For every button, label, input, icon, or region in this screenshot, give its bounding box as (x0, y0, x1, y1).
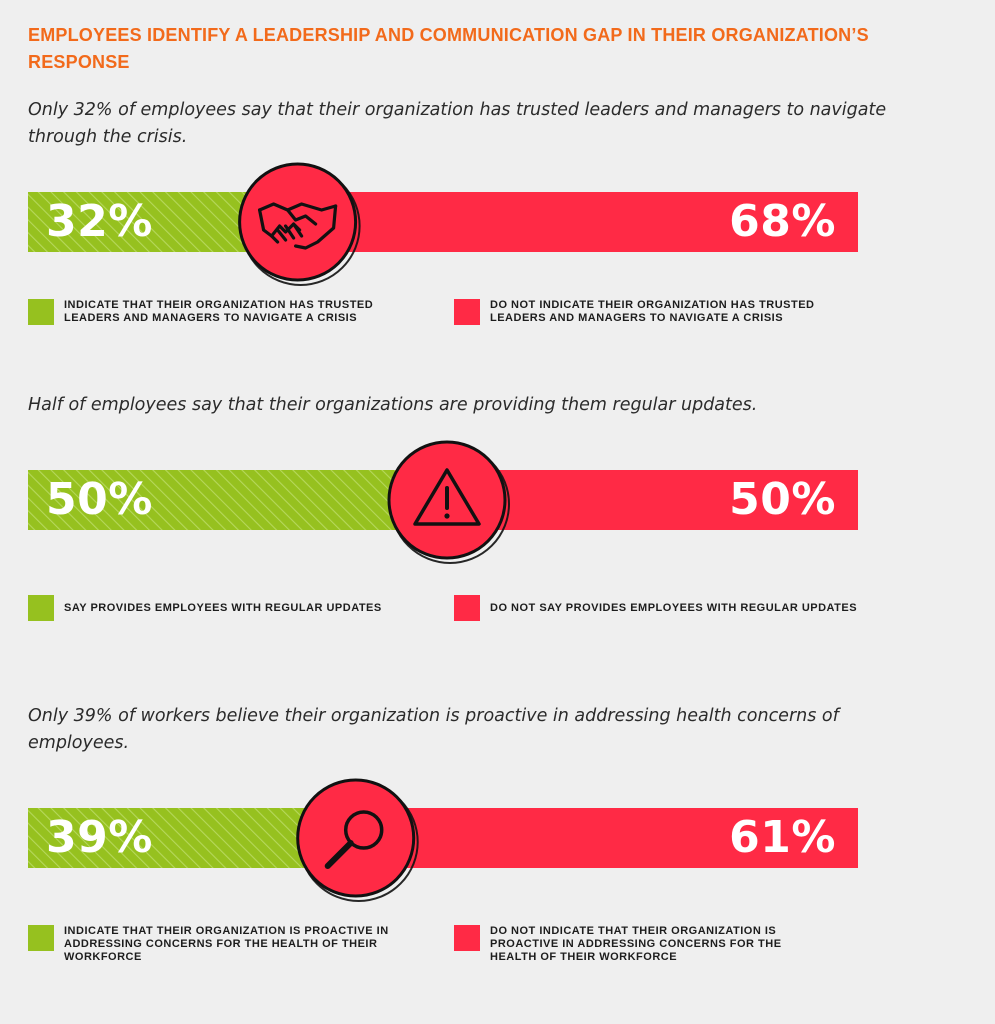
legend-label: DO NOT INDICATE THAT THEIR ORGANIZATION … (490, 925, 782, 963)
icon-badge (238, 162, 361, 286)
legend-swatch-red (454, 299, 480, 325)
bar-segment-green (28, 470, 443, 530)
stacked-bar: 50% 50% (28, 440, 858, 564)
chart-subtitle: Only 39% of workers believe their organi… (28, 706, 839, 753)
legend-item-red: DO NOT SAY PROVIDES EMPLOYEES WITH REGUL… (454, 595, 894, 621)
chart-subtitle: Only 32% of employees say that their org… (28, 100, 887, 147)
legend-label: DO NOT INDICATE THEIR ORGANIZATION HAS T… (490, 299, 815, 324)
legend-label: DO NOT SAY PROVIDES EMPLOYEES WITH REGUL… (490, 601, 858, 614)
legend-swatch-green (28, 595, 54, 621)
legend-item-green: SAY PROVIDES EMPLOYEES WITH REGULAR UPDA… (28, 595, 438, 621)
legend: SAY PROVIDES EMPLOYEES WITH REGULAR UPDA… (0, 595, 995, 655)
legend-label: SAY PROVIDES EMPLOYEES WITH REGULAR UPDA… (64, 601, 382, 614)
bar-label-right: 68% (729, 196, 836, 247)
legend-swatch-green (28, 925, 54, 951)
handshake-icon (258, 202, 338, 250)
stacked-bar: 32% 68% (28, 162, 858, 286)
legend-item-green: INDICATE THAT THEIR ORGANIZATION HAS TRU… (28, 299, 428, 325)
stacked-bar-graphic (28, 440, 858, 564)
stacked-bar-graphic (28, 162, 858, 286)
page-title: EMPLOYEES IDENTIFY A LEADERSHIP AND COMM… (28, 25, 869, 72)
legend-item-red: DO NOT INDICATE THAT THEIR ORGANIZATION … (454, 925, 874, 964)
legend-swatch-green (28, 299, 54, 325)
magnifier-icon (324, 810, 384, 869)
warning-icon (413, 468, 481, 526)
bar-label-right: 50% (729, 474, 836, 525)
icon-badge (296, 778, 419, 902)
bar-label-right: 61% (729, 812, 836, 863)
legend-label: INDICATE THAT THEIR ORGANIZATION HAS TRU… (64, 299, 374, 324)
legend-swatch-red (454, 925, 480, 951)
legend-swatch-red (454, 595, 480, 621)
bar-label-left: 39% (46, 812, 153, 863)
chart-subtitle: Half of employees say that their organiz… (28, 395, 758, 415)
legend: INDICATE THAT THEIR ORGANIZATION IS PROA… (0, 925, 995, 985)
bar-label-left: 50% (46, 474, 153, 525)
legend-item-green: INDICATE THAT THEIR ORGANIZATION IS PROA… (28, 925, 428, 964)
legend-item-red: DO NOT INDICATE THEIR ORGANIZATION HAS T… (454, 299, 874, 325)
stacked-bar: 39% 61% (28, 778, 858, 902)
stacked-bar-graphic (28, 778, 858, 902)
bar-label-left: 32% (46, 196, 153, 247)
legend: INDICATE THAT THEIR ORGANIZATION HAS TRU… (0, 299, 995, 359)
icon-badge (387, 440, 510, 564)
legend-label: INDICATE THAT THEIR ORGANIZATION IS PROA… (64, 925, 389, 963)
